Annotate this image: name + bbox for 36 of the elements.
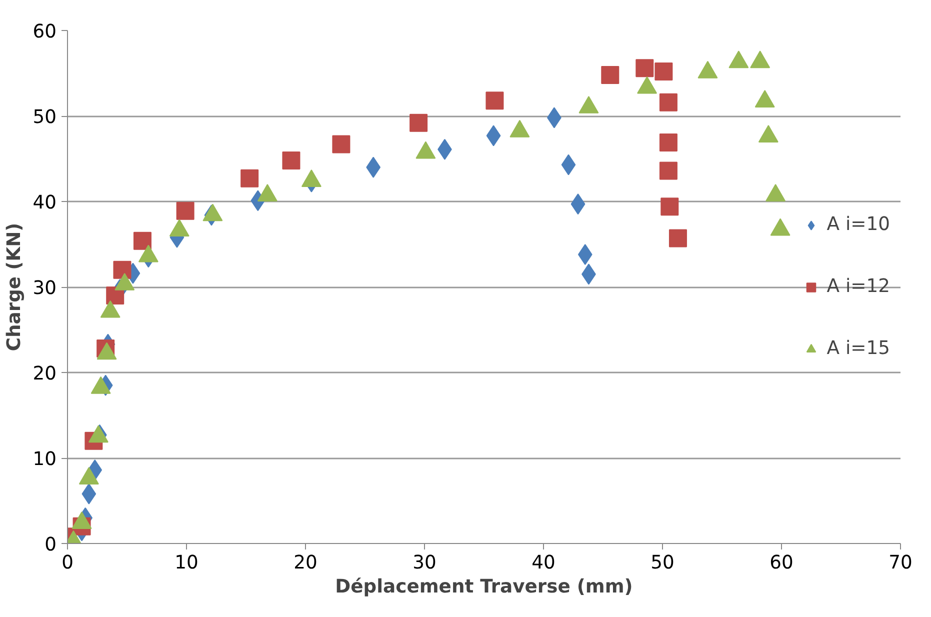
point [133,232,152,250]
x-tick-label: 50 [650,552,674,574]
legend-label: A i=15 [826,338,890,359]
legend-label: A i=10 [826,214,890,235]
x-tick-label: 30 [412,552,436,574]
x-tick-label: 10 [174,552,198,574]
y-tick-label: 0 [44,534,57,556]
legend-label: A i=12 [826,276,890,297]
point [282,151,300,170]
point [332,135,350,154]
point [654,62,673,81]
x-tick-label: 40 [532,552,556,574]
point [668,229,687,248]
point [176,202,194,220]
point [113,260,132,279]
point [240,169,259,188]
point [659,134,678,152]
x-tick-label: 70 [888,552,912,574]
y-tick-label: 40 [32,192,57,214]
point [659,162,678,180]
y-tick-label: 10 [32,449,57,470]
x-tick-label: 20 [294,552,318,574]
y-tick-label: 20 [32,364,57,384]
x-tick-label: 60 [770,552,794,574]
y-tick-label: 50 [32,107,57,128]
y-tick-label: 30 [32,278,57,299]
y-tick-label: 60 [32,22,57,42]
y-axis-title: Charge (KN) [4,222,25,352]
x-axis-title: Déplacement Traverse (mm) [335,576,633,598]
x-tick-label: 0 [62,552,74,574]
point [659,93,678,112]
point [636,59,654,78]
point [410,114,428,132]
point [486,92,504,110]
point [660,198,679,216]
point [601,66,620,84]
